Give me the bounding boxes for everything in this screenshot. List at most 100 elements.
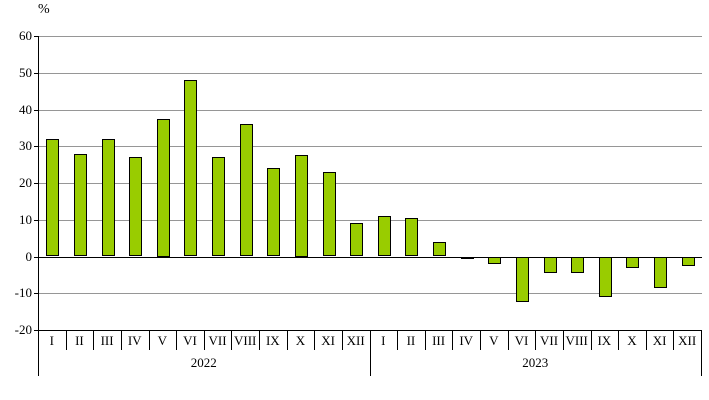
y-axis-tick <box>34 146 38 148</box>
bar <box>598 256 612 297</box>
y-axis-label: 40 <box>19 101 32 117</box>
bar <box>405 217 419 257</box>
month-label: XII <box>346 333 365 348</box>
category-separator <box>673 330 675 350</box>
category-separator <box>452 330 454 350</box>
category-separator <box>93 330 95 350</box>
category-separator <box>480 330 481 350</box>
bar <box>239 124 253 257</box>
month-label: XI <box>321 333 335 348</box>
month-label: VIII <box>565 333 588 348</box>
bar <box>681 256 695 266</box>
y-axis-label: 10 <box>19 211 32 227</box>
month-label: III <box>100 333 114 348</box>
bar <box>101 138 115 257</box>
bar <box>543 256 557 274</box>
month-label: V <box>489 333 499 348</box>
year-label: 2022 <box>190 355 217 370</box>
month-label: V <box>157 333 167 348</box>
category-separator <box>314 330 316 350</box>
year-separator <box>369 330 371 376</box>
category-separator <box>203 330 205 350</box>
category-separator <box>397 330 399 350</box>
y-axis-tick <box>34 256 38 258</box>
y-axis-label: -20 <box>14 322 32 337</box>
category-separator <box>590 330 592 350</box>
year-separator <box>701 330 702 376</box>
gridline <box>39 36 702 37</box>
y-axis-label: 50 <box>19 64 32 80</box>
bar <box>322 171 336 257</box>
y-axis-label: 20 <box>19 175 32 190</box>
bar <box>294 155 308 257</box>
y-axis-tick <box>34 183 38 184</box>
y-axis-tick <box>34 293 38 295</box>
month-label: VI <box>183 333 197 348</box>
bar <box>46 138 60 257</box>
category-separator <box>148 330 150 350</box>
y-axis-tick <box>34 109 38 111</box>
y-axis-label: 60 <box>19 28 32 43</box>
month-label: IX <box>597 333 612 348</box>
plot-area <box>34 36 702 331</box>
gridline <box>39 109 702 111</box>
category-separator <box>120 330 122 350</box>
y-axis-label: 30 <box>19 138 32 154</box>
y-axis-label: 0 <box>25 248 33 264</box>
y-axis-labels: 60 50 40 30 20 10 0 -10 -20 <box>0 28 34 337</box>
category-separator <box>65 330 67 350</box>
month-label: I <box>49 333 54 348</box>
bar <box>571 256 585 274</box>
category-separator <box>341 330 343 350</box>
bar <box>433 241 447 257</box>
bar <box>267 168 281 257</box>
category-separator <box>645 330 647 350</box>
y-axis-tick <box>34 72 38 74</box>
gridline <box>39 293 702 295</box>
y-axis-unit-label: % <box>38 2 50 17</box>
month-label: IX <box>265 333 280 348</box>
bar <box>654 256 668 288</box>
gridline <box>39 183 702 184</box>
category-separator <box>535 330 537 350</box>
category-separator <box>231 330 233 350</box>
bar <box>460 256 474 259</box>
gridline <box>39 72 702 74</box>
bar <box>156 118 170 257</box>
bar <box>184 80 198 257</box>
year-label: 2023 <box>522 355 549 370</box>
y-axis-tick <box>34 219 38 221</box>
month-label: II <box>75 333 84 348</box>
bar <box>488 256 502 264</box>
month-label: I <box>381 333 386 348</box>
category-separator <box>424 330 426 350</box>
month-label: VII <box>540 333 559 348</box>
category-separator <box>176 330 178 350</box>
month-label: III <box>432 333 446 348</box>
month-label: VIII <box>233 333 257 348</box>
month-label: VII <box>208 333 227 348</box>
category-separator <box>562 330 564 350</box>
y-axis-tick <box>34 36 38 37</box>
year-separator <box>38 330 39 376</box>
bar <box>377 216 391 257</box>
y-axis-tick <box>34 330 38 331</box>
gridline <box>39 219 702 221</box>
category-separator <box>286 330 288 350</box>
month-label: IV <box>127 333 142 348</box>
zero-line <box>39 256 702 258</box>
month-label: IV <box>459 333 474 348</box>
category-separator <box>507 330 509 350</box>
bar <box>350 223 364 257</box>
x-axis: I II III IV V VI VII VIII IX X XI XII I II III IV V VI VII… <box>38 330 702 376</box>
gridline <box>39 146 702 148</box>
month-label: II <box>406 333 416 348</box>
y-axis-label: -10 <box>14 285 32 301</box>
bar <box>515 256 529 303</box>
month-label: XI <box>652 333 667 348</box>
bar <box>626 256 640 268</box>
month-label: X <box>627 333 637 348</box>
category-separator <box>618 330 620 350</box>
month-label: X <box>295 333 306 348</box>
